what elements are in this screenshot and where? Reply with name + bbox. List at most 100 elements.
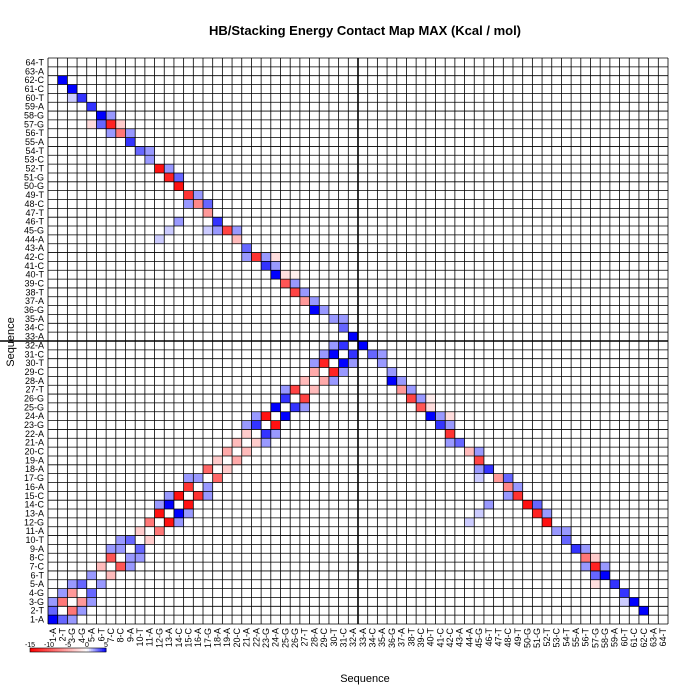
heatmap-cell [445,429,455,439]
heatmap-cell [396,376,407,386]
heatmap-cell [115,562,126,571]
heatmap-cell [212,455,223,465]
heatmap-cell [454,438,465,448]
heatmap-cell [590,553,601,563]
heatmap-cell [493,473,504,483]
heatmap-cell [241,429,252,439]
x-tick-label: 3-G [67,628,77,643]
heatmap-cell [67,615,78,624]
heatmap-cell [299,296,310,306]
heatmap-cell [173,517,184,527]
y-tick-label: 53-C [24,155,44,165]
heatmap-cell [561,535,572,545]
x-tick-labels: 1-A 2-T 3-G 4-G 5-A 6-T 7-C 8-C 9-A 10-T 11-A 12-G 1… [48,627,668,648]
x-tick-label: 33-A [358,628,368,647]
heatmap-cell [154,526,165,536]
heatmap-cell [135,553,145,563]
heatmap-cell [154,234,165,244]
heatmap-cell [542,517,552,527]
heatmap-cell [619,597,630,607]
heatmap-cell [328,376,339,386]
heatmap-cell [251,411,262,421]
heatmap-cell [445,420,455,430]
heatmap-cell [261,438,271,448]
heatmap-cell [328,349,339,359]
heatmap-cell [571,544,581,554]
y-tick-label: 4-G [29,588,44,598]
colorbar-tick-label: -5 [65,642,71,649]
heatmap-cell [106,570,116,580]
heatmap-cell [483,464,494,474]
x-tick-label: 62-C [639,628,649,648]
heatmap-cell [503,491,513,501]
heatmap-cell [290,279,300,288]
heatmap-cell [483,500,494,510]
heatmap-cell [115,544,126,554]
heatmap-cell [600,570,610,580]
heatmap-cell [474,473,484,483]
x-tick-label: 57-G [590,628,600,648]
y-tick-label: 1-A [30,615,44,625]
x-tick-label: 34-C [368,628,378,648]
x-tick-label: 25-G [280,628,290,648]
x-tick-label: 48-C [503,628,513,648]
x-tick-label: 12-G [154,628,164,648]
y-tick-label: 10-T [25,535,44,545]
heatmap-cell [299,376,310,386]
heatmap-cell [309,367,320,377]
heatmap-cell [348,358,358,368]
heatmap-cell [261,429,271,439]
colorbar-swatch [75,648,78,652]
heatmap-cell [377,358,388,368]
heatmap-cell [425,394,436,403]
heatmap-cell [551,526,562,536]
y-tick-label: 7-C [29,562,44,572]
colorbar-tick-label: 0 [85,642,89,649]
heatmap-cell [241,420,252,430]
heatmap-cell [183,509,194,518]
heatmap-cell [154,164,165,173]
y-tick-label: 44-A [25,234,44,244]
y-tick-label: 29-C [24,367,44,377]
x-tick-label: 63-A [648,628,658,647]
x-tick-label: 14-C [174,628,184,648]
y-tick-label: 64-T [25,57,44,67]
heatmap-cell [270,402,281,412]
heatmap-cell [144,535,155,545]
x-tick-label: 53-C [552,628,562,648]
y-tick-label: 2-T [31,606,45,616]
y-tick-label: 46-T [25,217,44,227]
heatmap-cell [115,128,126,138]
colorbar-swatch [39,648,42,652]
heatmap-cell [328,367,339,377]
y-tick-label: 30-T [25,358,44,368]
heatmap-cell [203,199,213,209]
y-tick-label: 40-T [25,270,44,280]
heatmap-cell [338,367,349,377]
y-tick-label: 49-T [25,190,44,200]
y-tick-label: 57-G [24,119,44,129]
heatmap-cell [425,402,436,412]
heatmap-cell [193,491,203,501]
x-tick-label: 35-A [377,628,387,647]
colorbar-swatch [88,648,92,652]
x-tick-label: 11-A [145,628,155,646]
chart-title: HB/Stacking Energy Contact Map MAX (Kcal… [209,23,521,38]
heatmap-cell [154,500,165,510]
x-tick-label: 30-T [329,628,339,647]
y-tick-label: 51-G [24,172,44,182]
y-tick-label: 52-T [25,164,44,174]
heatmap-cell [319,305,329,315]
y-tick-label: 3-G [29,597,44,607]
colorbar: -15 -10 -5 0 5 [25,642,108,653]
x-tick-label: 64-T [658,628,668,647]
x-tick-label: 2-T [58,627,68,641]
heatmap-cell [144,155,155,165]
heatmap-cell [86,588,97,598]
heatmap-cell [609,579,620,589]
heatmap-cell [280,279,291,288]
x-tick-label: 8-C [116,628,126,643]
y-tick-label: 11-A [26,526,44,536]
heatmap-cell [445,411,455,421]
y-tick-label: 31-C [24,349,44,359]
